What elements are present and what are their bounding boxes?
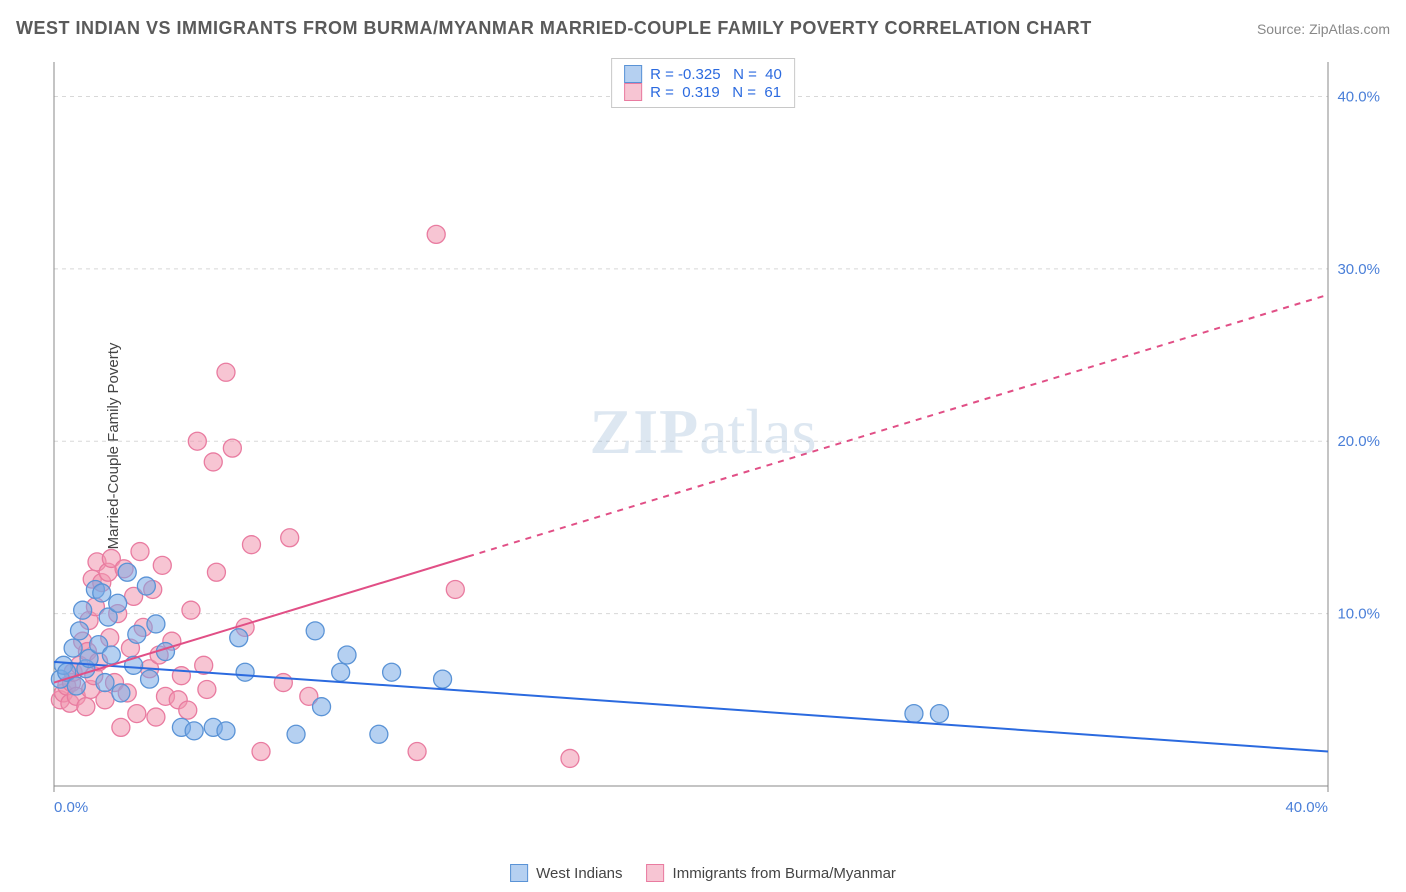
legend-item: West Indians <box>510 864 622 882</box>
svg-text:20.0%: 20.0% <box>1337 433 1380 450</box>
legend-label: Immigrants from Burma/Myanmar <box>673 865 896 882</box>
legend-item: Immigrants from Burma/Myanmar <box>647 864 896 882</box>
legend-label: West Indians <box>536 865 622 882</box>
legend-swatch <box>624 65 642 83</box>
legend-row: R = -0.325 N = 40 <box>624 65 782 83</box>
source-label: Source: ZipAtlas.com <box>1257 21 1390 37</box>
legend-row: R = 0.319 N = 61 <box>624 83 782 101</box>
legend-swatch <box>624 83 642 101</box>
svg-text:40.0%: 40.0% <box>1337 88 1380 105</box>
scatter-chart: 10.0% 20.0% 30.0% 40.0% 0.0% 40.0% <box>48 56 1388 816</box>
legend-r-value: R = -0.325 N = 40 <box>650 66 782 83</box>
legend-swatch <box>647 864 665 882</box>
svg-text:40.0%: 40.0% <box>1285 799 1328 816</box>
correlation-legend: R = -0.325 N = 40R = 0.319 N = 61 <box>611 58 795 108</box>
svg-text:0.0%: 0.0% <box>54 799 88 816</box>
chart-title: WEST INDIAN VS IMMIGRANTS FROM BURMA/MYA… <box>16 18 1092 39</box>
svg-text:30.0%: 30.0% <box>1337 261 1380 278</box>
svg-text:10.0%: 10.0% <box>1337 606 1380 623</box>
legend-r-value: R = 0.319 N = 61 <box>650 84 781 101</box>
legend-swatch <box>510 864 528 882</box>
series-legend: West Indians Immigrants from Burma/Myanma… <box>510 864 896 882</box>
